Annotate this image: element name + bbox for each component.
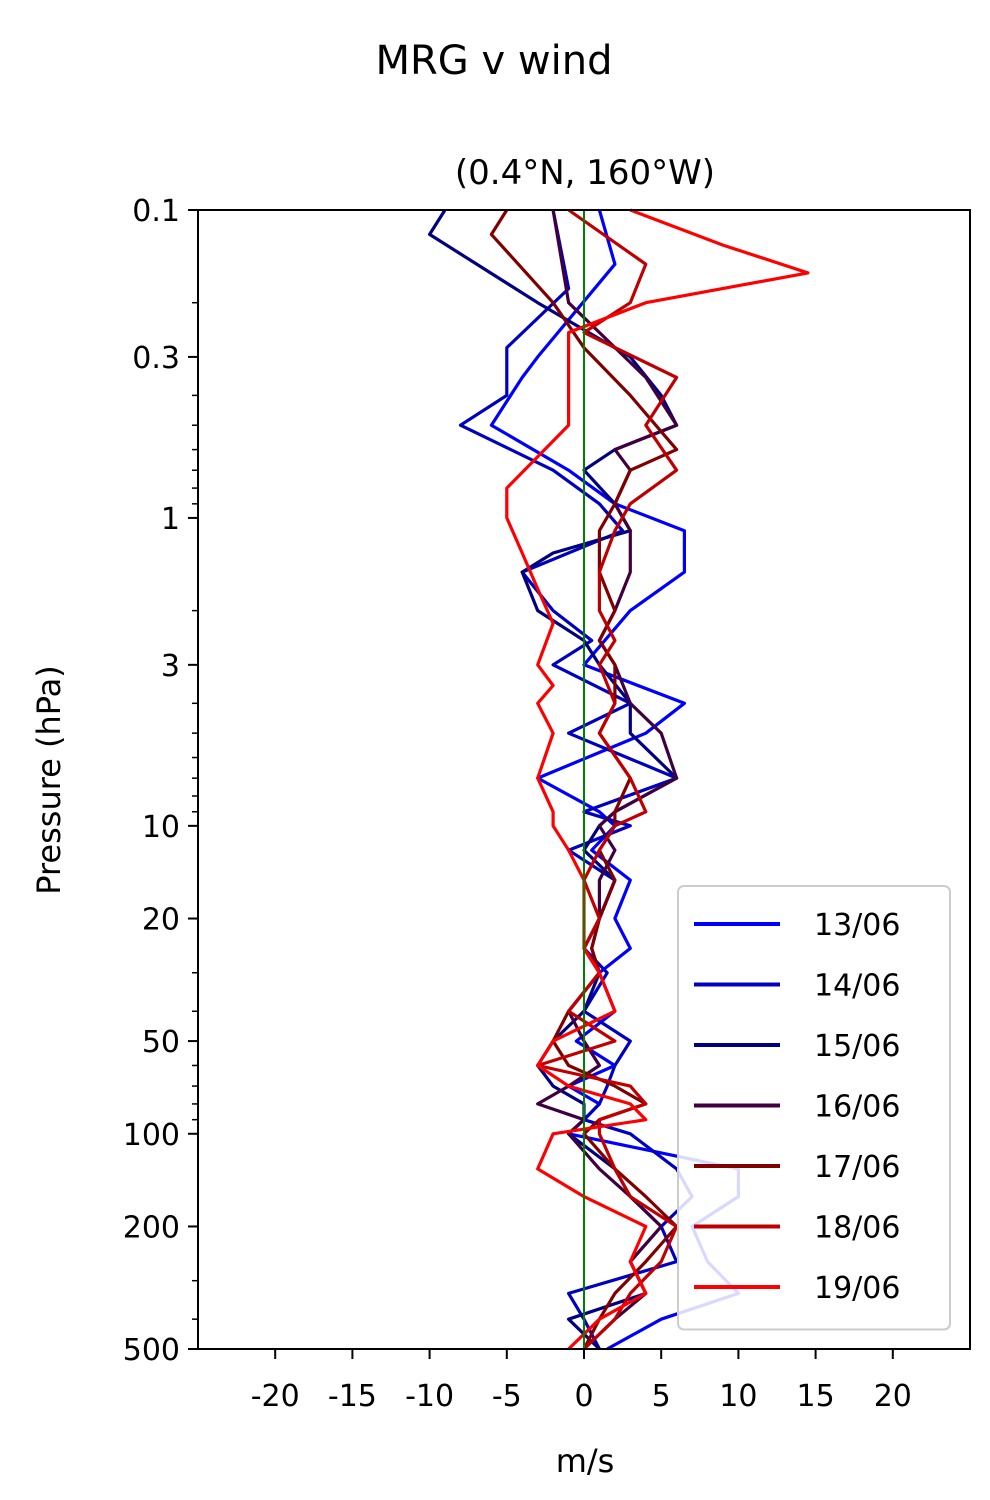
legend-label: 17/06 xyxy=(814,1150,900,1185)
legend-label: 19/06 xyxy=(814,1271,900,1306)
series-line-18-06 xyxy=(536,208,679,1351)
y-tick-label: 50 xyxy=(142,1025,180,1060)
y-tick-label: 0.3 xyxy=(132,341,180,376)
y-tick-label: 0.1 xyxy=(132,194,180,229)
series-line-19-06 xyxy=(505,208,810,1351)
y-tick-label: 20 xyxy=(142,903,180,938)
legend-label: 13/06 xyxy=(814,908,900,943)
y-tick-label: 100 xyxy=(123,1118,180,1153)
legend-label: 18/06 xyxy=(814,1211,900,1246)
series-line-14-06 xyxy=(458,209,694,1350)
y-tick-label: 10 xyxy=(142,810,180,845)
chart-title: (0.4°N, 160°W) xyxy=(455,153,715,193)
series-line-16-06 xyxy=(536,209,679,1351)
x-axis-label: m/s xyxy=(556,1442,615,1480)
x-tick-label: 10 xyxy=(719,1379,757,1414)
x-tick-label: -15 xyxy=(328,1379,377,1414)
y-tick-label: 1 xyxy=(161,502,180,537)
x-tick-label: -20 xyxy=(251,1379,300,1414)
x-tick-label: -10 xyxy=(405,1379,454,1414)
chart-suptitle: MRG v wind xyxy=(376,38,613,84)
series-layer xyxy=(428,208,810,1351)
y-tick-label: 500 xyxy=(123,1333,180,1368)
legend-label: 15/06 xyxy=(814,1029,900,1064)
x-tick-label: 15 xyxy=(797,1379,835,1414)
x-tick-label: 20 xyxy=(874,1379,912,1414)
x-tick-label: 5 xyxy=(652,1379,671,1414)
legend-label: 14/06 xyxy=(814,969,900,1004)
legend-label: 16/06 xyxy=(814,1090,900,1125)
ticks-layer: -20 -15 -10 -5 0 5 10 15 20 0.1 0.3 1 3 10 20 50 100 200 5… xyxy=(123,194,912,1414)
y-tick-label: 200 xyxy=(123,1210,180,1245)
x-tick-label: -5 xyxy=(492,1379,522,1414)
legend: 13/06 14/06 15/06 16/06 17/06 18/06 19/06 xyxy=(677,885,951,1331)
legend-box xyxy=(677,885,951,1331)
y-axis-label: Pressure (hPa) xyxy=(30,665,68,895)
y-tick-label: 3 xyxy=(161,649,180,684)
x-tick-label: 0 xyxy=(574,1379,593,1414)
